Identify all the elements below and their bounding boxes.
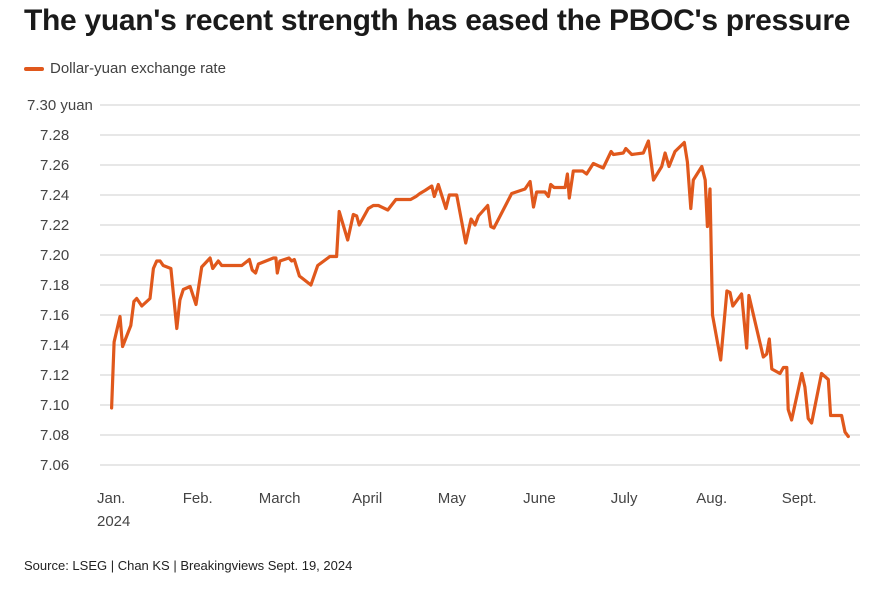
x-tick-label: Jan. (97, 490, 125, 507)
legend-label: Dollar-yuan exchange rate (50, 60, 226, 77)
y-tick-label: 7.26 (40, 157, 69, 174)
y-tick-label: 7.18 (40, 277, 69, 294)
y-tick-label: 7.20 (40, 247, 69, 264)
legend-swatch (24, 66, 44, 71)
source-note: Source: LSEG | Chan KS | Breakingviews S… (24, 558, 353, 573)
y-tick-label: 7.22 (40, 217, 69, 234)
series (110, 139, 850, 439)
x-tick-label: June (523, 490, 556, 507)
x-tick-label: July (611, 490, 638, 507)
legend: Dollar-yuan exchange rate (24, 60, 226, 77)
x-tick-sublabel: 2024 (97, 513, 130, 530)
y-axis: 7.30 yuan 7.28 7.26 7.24 7.22 7.20 7.18 7.16 7.1… (27, 97, 93, 474)
x-tick-label: Feb. (183, 490, 213, 507)
x-tick-label: March (259, 490, 301, 507)
y-tick-label: 7.06 (40, 457, 69, 474)
series-line-dollar-yuan (110, 139, 850, 439)
y-tick-label: 7.24 (40, 187, 69, 204)
y-tick-label: 7.10 (40, 397, 69, 414)
chart-title: The yuan's recent strength has eased the… (24, 4, 851, 37)
x-tick-label: April (352, 490, 382, 507)
x-tick-label: Aug. (696, 490, 727, 507)
y-tick-label: 7.28 (40, 127, 69, 144)
y-tick-label: 7.30 yuan (27, 97, 93, 114)
y-tick-label: 7.08 (40, 427, 69, 444)
x-tick-label: May (438, 490, 467, 507)
y-tick-label: 7.16 (40, 307, 69, 324)
gridlines (100, 104, 860, 466)
x-axis: Jan. 2024 Feb. March April May June July Aug. Sep… (97, 490, 817, 530)
y-tick-label: 7.12 (40, 367, 69, 384)
x-tick-label: Sept. (782, 490, 817, 507)
y-tick-label: 7.14 (40, 337, 69, 354)
